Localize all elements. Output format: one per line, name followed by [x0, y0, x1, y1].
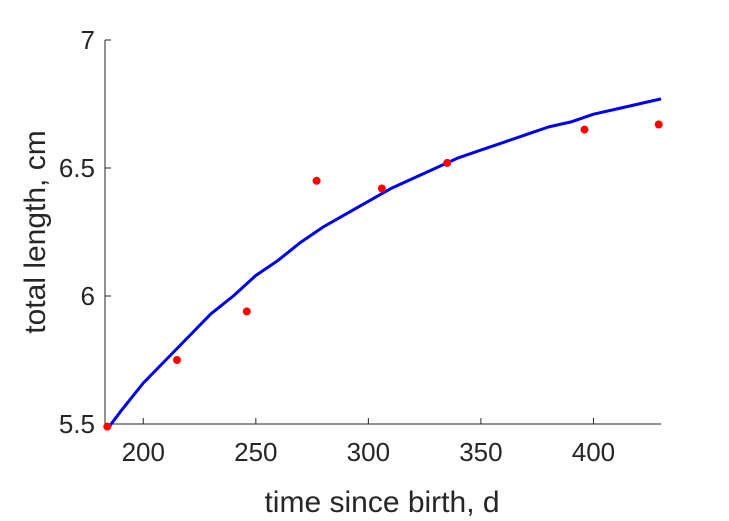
- ticks: 200 250 300 350 400 5.5 6 6.5 7: [59, 25, 615, 467]
- y-tick-label: 6.5: [59, 153, 95, 183]
- y-tick-label: 6: [81, 281, 95, 311]
- y-tick-label: 5.5: [59, 409, 95, 439]
- fit-curve: [106, 97, 662, 431]
- x-tick-label: 400: [572, 437, 615, 467]
- data-point: [654, 120, 663, 129]
- axes: [104, 40, 661, 425]
- data-point: [173, 356, 181, 364]
- y-axis-label: total length, cm: [19, 130, 52, 333]
- x-tick-label: 300: [347, 437, 390, 467]
- data-point: [443, 158, 452, 167]
- x-tick-label: 250: [234, 437, 277, 467]
- x-tick-label: 350: [459, 437, 502, 467]
- x-tick-label: 200: [122, 437, 165, 467]
- data-point: [242, 307, 251, 316]
- data-point: [580, 125, 589, 134]
- y-tick-label: 7: [81, 25, 95, 55]
- data-point: [103, 422, 112, 431]
- data-point: [377, 184, 386, 193]
- data-point: [312, 176, 321, 185]
- series: [103, 97, 663, 431]
- x-axis-label: time since birth, d: [264, 486, 499, 519]
